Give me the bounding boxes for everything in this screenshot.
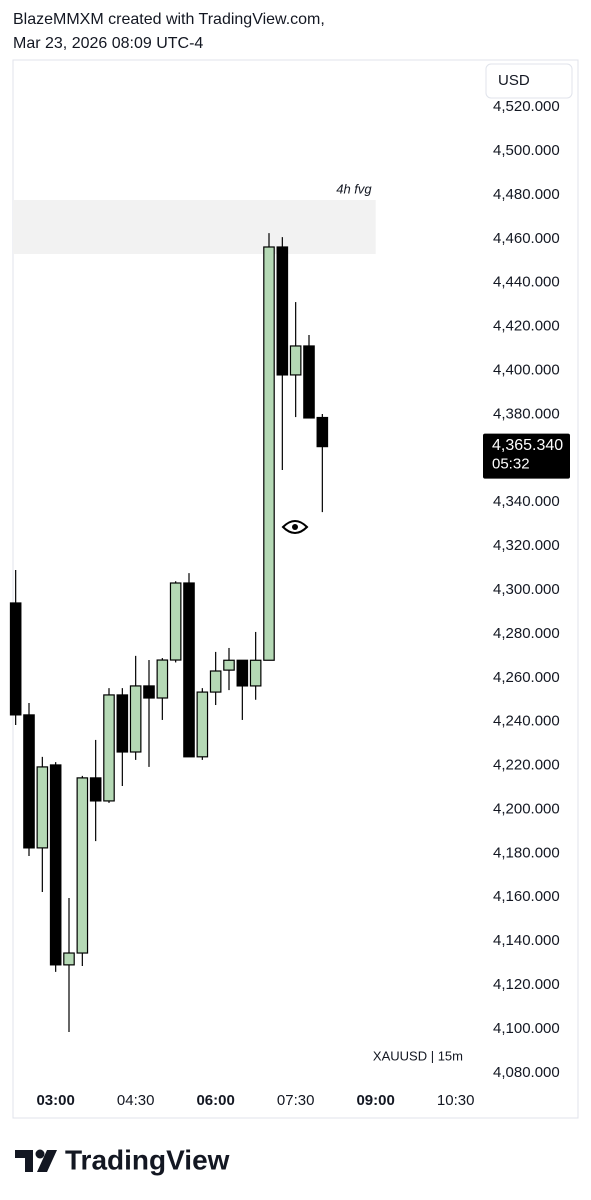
y-tick-label: 4,240.000 (493, 713, 560, 730)
currency-label: USD (498, 72, 530, 89)
x-tick-label: 09:00 (356, 1092, 394, 1109)
y-tick-label: 4,480.000 (493, 186, 560, 203)
x-tick-label: 03:00 (36, 1092, 74, 1109)
fvg-zone (13, 200, 376, 255)
candle-body (36, 766, 49, 849)
logo-mark (15, 1150, 33, 1172)
last-price-label: 4,365.340 (492, 437, 563, 454)
header-author: BlazeMMXM created with TradingView.com, (13, 11, 325, 28)
x-tick-label: 06:00 (196, 1092, 234, 1109)
candle-body (183, 582, 195, 758)
candle-body (236, 659, 249, 687)
y-tick-label: 4,140.000 (493, 932, 560, 949)
candle-body (23, 714, 35, 849)
candle-body (316, 416, 329, 448)
candle-body (276, 246, 289, 376)
candle-body (196, 691, 209, 758)
brand-name: TradingView (65, 1144, 230, 1175)
currency-button[interactable] (485, 63, 573, 99)
eye-pupil (292, 524, 298, 530)
y-tick-label: 4,500.000 (493, 142, 560, 159)
logo-dot (35, 1149, 45, 1159)
candle-body (156, 659, 169, 699)
fvg-label: 4h fvg (336, 181, 372, 196)
y-tick-label: 4,260.000 (493, 669, 560, 686)
candle-body (129, 685, 142, 753)
y-tick-label: 4,220.000 (493, 757, 560, 774)
y-tick-label: 4,420.000 (493, 318, 560, 335)
y-tick-label: 4,280.000 (493, 625, 560, 642)
candle-body (263, 246, 275, 661)
y-tick-label: 4,440.000 (493, 274, 560, 291)
candle-body (223, 659, 235, 671)
y-tick-label: 4,300.000 (493, 581, 560, 598)
brand-logo (15, 1149, 57, 1172)
y-tick-label: 4,200.000 (493, 800, 560, 817)
y-tick-label: 4,340.000 (493, 493, 560, 510)
y-tick-label: 4,460.000 (493, 230, 560, 247)
y-tick-label: 4,120.000 (493, 976, 560, 993)
candle-body (303, 345, 315, 419)
candle-body (49, 764, 62, 966)
candle-body (63, 952, 75, 966)
countdown-label: 05:32 (492, 456, 530, 473)
y-tick-label: 4,520.000 (493, 98, 560, 115)
candle-body (249, 659, 262, 687)
y-tick-label: 4,100.000 (493, 1020, 560, 1037)
y-tick-label: 4,380.000 (493, 405, 560, 422)
y-tick-label: 4,180.000 (493, 844, 560, 861)
x-tick-label: 07:30 (277, 1092, 315, 1109)
candle-body (116, 694, 129, 753)
x-tick-label: 04:30 (117, 1092, 155, 1109)
symbol-label: XAUUSD | 15m (373, 1048, 463, 1063)
candle-body (289, 345, 302, 376)
candle-body (103, 694, 115, 802)
candle-body (169, 582, 182, 661)
y-tick-label: 4,400.000 (493, 362, 560, 379)
last-price-badge (483, 433, 570, 479)
candle-body (89, 777, 102, 802)
candle-body (143, 685, 155, 699)
y-tick-label: 4,080.000 (493, 1064, 560, 1081)
y-tick-label: 4,160.000 (493, 888, 560, 905)
header-date: Mar 23, 2026 08:09 UTC-4 (13, 35, 203, 52)
candle-body (76, 777, 89, 954)
candle-body (209, 670, 222, 693)
y-tick-label: 4,320.000 (493, 537, 560, 554)
candle-body (9, 602, 22, 716)
logo-slash (37, 1150, 57, 1172)
x-tick-label: 10:30 (437, 1092, 475, 1109)
